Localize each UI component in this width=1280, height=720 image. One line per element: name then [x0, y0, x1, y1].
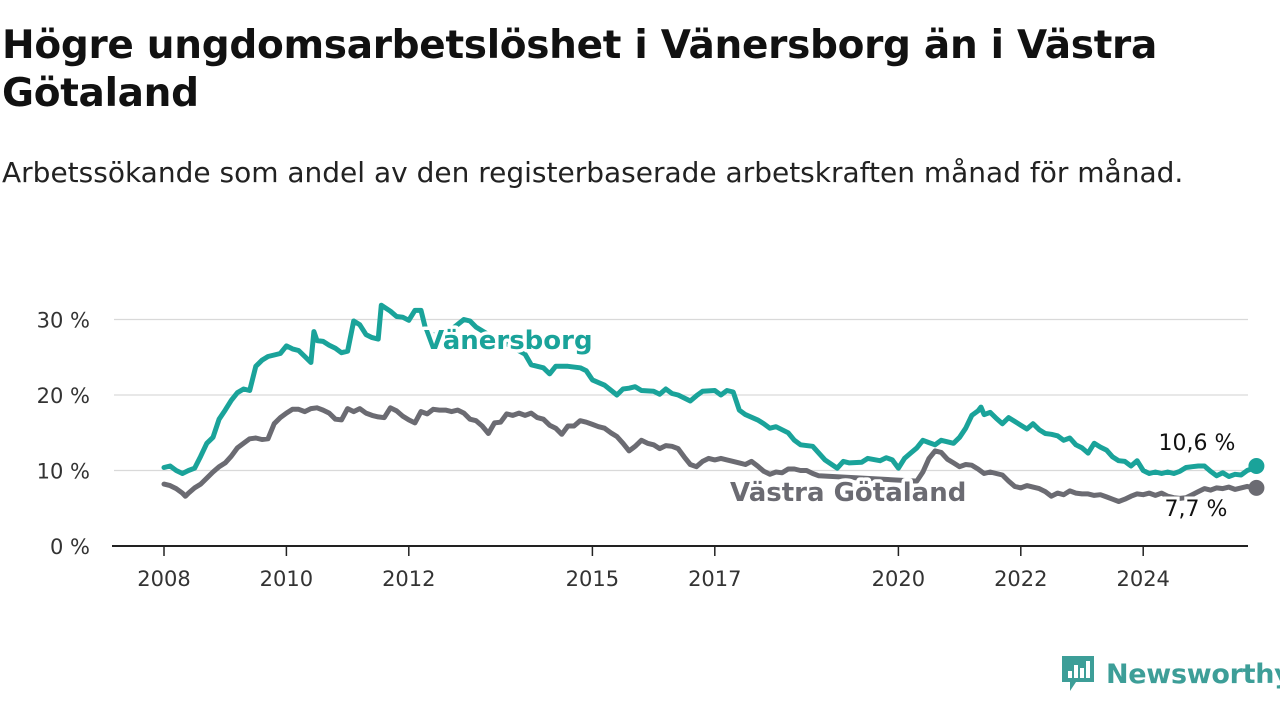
chart-title: Högre ungdomsarbetslöshet i Vänersborg ä…	[2, 23, 1158, 116]
x-tick-label: 2024	[1116, 567, 1169, 591]
series-label-vanersborg: Vänersborg	[424, 326, 593, 356]
x-tick-label: 2008	[137, 567, 190, 591]
y-tick-label: 30 %	[37, 309, 90, 333]
chart-subtitle: Arbetssökande som andel av den registerb…	[2, 156, 1184, 189]
end-label-vastra-gotaland: 7,7 %	[1165, 497, 1228, 522]
series-line	[161, 405, 1259, 504]
x-tick-label: 2010	[260, 567, 313, 591]
end-label-vanersborg: 10,6 %	[1159, 431, 1236, 456]
x-tick-label: 2017	[688, 567, 741, 591]
brand-logo: Newsworthy	[1060, 654, 1280, 694]
series-line	[161, 302, 1259, 479]
series-label-vastra-gotaland: Västra Götaland	[730, 478, 966, 508]
y-tick-label: 20 %	[37, 384, 90, 408]
x-tick-label: 2022	[994, 567, 1047, 591]
x-tick-label: 2020	[872, 567, 925, 591]
x-tick-label: 2012	[382, 567, 435, 591]
x-tick-label: 2015	[566, 567, 619, 591]
series-end-point	[1248, 457, 1265, 474]
y-tick-label: 0 %	[50, 535, 90, 559]
series-end-point	[1248, 479, 1265, 496]
newsworthy-chat-chart-icon	[1062, 656, 1094, 691]
brand-name: Newsworthy	[1106, 658, 1280, 690]
y-tick-label: 10 %	[37, 460, 90, 484]
